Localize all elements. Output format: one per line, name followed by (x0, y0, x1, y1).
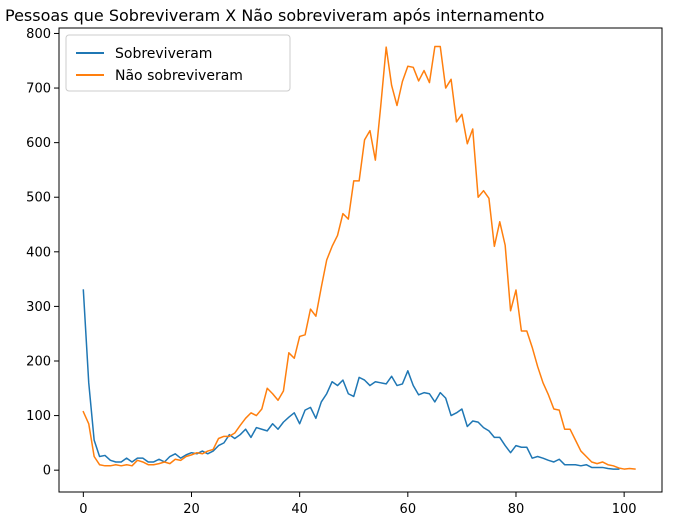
y-tick-label: 0 (43, 464, 51, 479)
y-tick-label: 500 (26, 191, 51, 206)
axes: 0 20 40 60 80 100 0 100 200 300 400 500 600 700 800 (26, 27, 663, 517)
axes-frame (58, 27, 663, 493)
chart-title: Pessoas que Sobreviveram X Não sobrevive… (5, 6, 544, 25)
x-tick-label: 80 (508, 502, 525, 517)
x-tick-label: 0 (79, 502, 87, 517)
x-tick-label: 20 (183, 502, 200, 517)
legend: Sobreviveram Não sobreviveram (65, 34, 291, 92)
legend-label-nao-sobreviveram: Não sobreviveram (115, 68, 243, 84)
y-tick-label: 200 (26, 354, 51, 369)
plot-area (82, 45, 636, 470)
x-tick-label: 40 (291, 502, 308, 517)
series-line-sobreviveram (82, 289, 620, 470)
x-tick-label: 100 (612, 502, 637, 517)
y-tick-label: 100 (26, 409, 51, 424)
y-tick-label: 800 (26, 27, 51, 42)
y-tick-label: 300 (26, 300, 51, 315)
legend-label-sobreviveram: Sobreviveram (115, 46, 212, 62)
y-tick-label: 400 (26, 245, 51, 260)
x-tick-label: 60 (400, 502, 417, 517)
series-line-nao-sobreviveram (82, 45, 636, 470)
legend-box (65, 34, 291, 92)
y-tick-label: 600 (26, 136, 51, 151)
y-tick-label: 700 (26, 82, 51, 97)
